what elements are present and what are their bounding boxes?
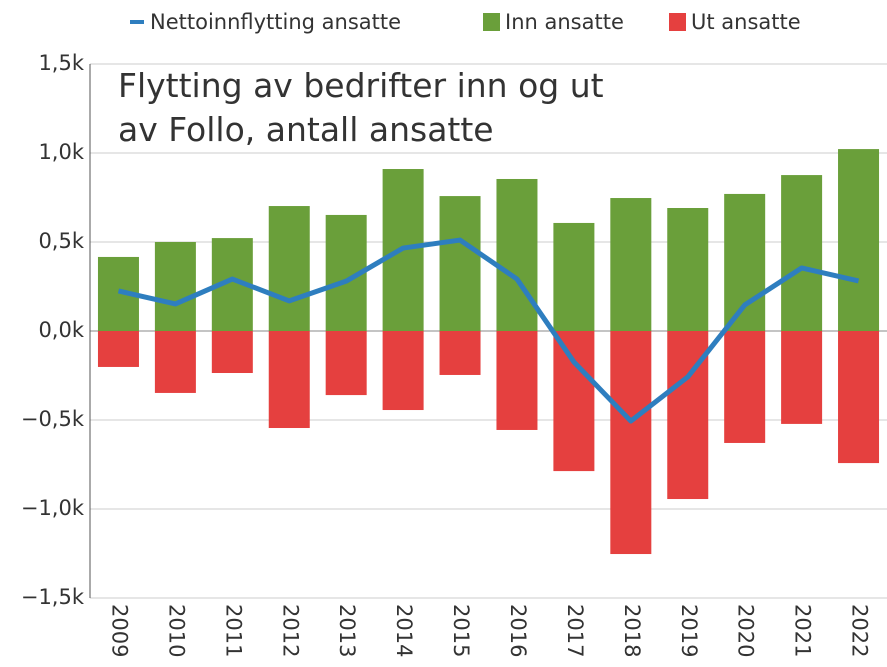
x-tick-label: 2021 [791, 604, 815, 657]
y-tick-label: −0,5k [21, 407, 85, 431]
legend-marker [130, 20, 144, 24]
x-tick-label: 2022 [848, 604, 872, 657]
x-tick-label: 2016 [506, 604, 530, 657]
line [117, 237, 860, 424]
legend-marker [669, 13, 686, 31]
x-tick-label: 2013 [335, 604, 359, 657]
x-tick-label: 2017 [563, 604, 587, 657]
bar [553, 222, 595, 331]
x-tick-label: 2009 [107, 604, 131, 657]
bar [211, 331, 253, 374]
bar [496, 331, 538, 430]
x-tick-label: 2020 [734, 604, 758, 657]
bar [382, 331, 424, 411]
y-tick-label: 1,5k [38, 51, 84, 75]
y-tick-label: −1,0k [21, 496, 85, 520]
x-tick-label: 2012 [278, 604, 302, 657]
y-tick-label: 0,5k [38, 229, 84, 253]
y-tick-label: 0,0k [38, 318, 84, 342]
bar [838, 331, 880, 464]
bar [781, 175, 823, 331]
bar [268, 331, 310, 429]
bar [838, 149, 880, 331]
bar [724, 193, 766, 331]
x-tick-label: 2018 [620, 604, 644, 657]
chart-title: Flytting av bedrifter inn og ut av Follo… [118, 66, 604, 149]
bar [325, 331, 367, 396]
bar [667, 208, 709, 331]
bar [439, 331, 481, 375]
bar [496, 178, 538, 331]
x-tick-label: 2011 [221, 604, 245, 657]
bar [439, 196, 481, 331]
bar [154, 242, 196, 331]
legend-label: Nettoinnflytting ansatte [150, 10, 401, 34]
bar [154, 331, 196, 393]
x-tick-label: 2015 [449, 604, 473, 657]
bar [553, 331, 595, 472]
y-tick-label: 1,0k [38, 140, 84, 164]
x-tick-label: 2010 [164, 604, 188, 657]
bar [268, 206, 310, 331]
bar [781, 331, 823, 424]
y-tick-label: −1,5k [21, 585, 85, 609]
x-tick-label: 2014 [392, 604, 416, 657]
bar [610, 331, 652, 555]
legend-label: Inn ansatte [505, 10, 624, 34]
bar [610, 198, 652, 331]
legend-label: Ut ansatte [691, 10, 801, 34]
bar [97, 331, 139, 367]
x-tick-label: 2019 [677, 604, 701, 657]
legend-marker [483, 13, 500, 31]
bar [724, 331, 766, 443]
